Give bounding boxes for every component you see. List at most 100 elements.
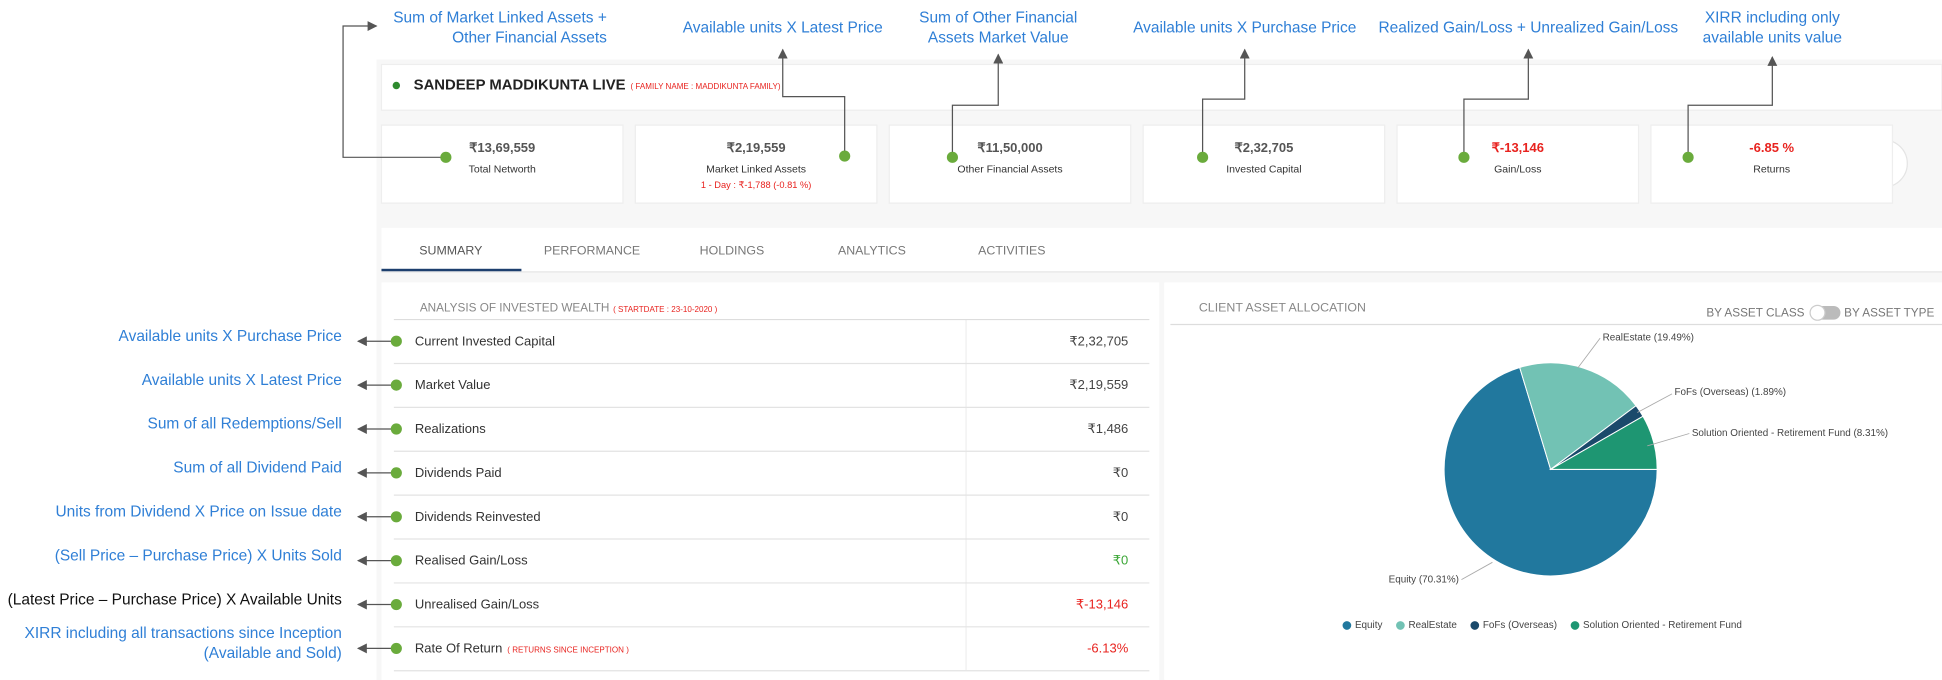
row-label: Market Value — [415, 377, 491, 392]
annotation-text: Available units X Latest Price — [142, 372, 342, 389]
card-value: ₹2,19,559 — [727, 140, 786, 155]
legend-entry[interactable]: Equity — [1355, 620, 1383, 631]
card-value: ₹-13,146 — [1492, 140, 1544, 155]
legend-swatch — [1570, 621, 1580, 630]
annotation-dot — [390, 379, 402, 391]
pie-slice[interactable] — [1443, 366, 1658, 577]
row-label: Rate Of Return — [415, 640, 502, 655]
annotation-text: (Latest Price – Purchase Price) X Availa… — [8, 591, 342, 608]
card-label: Total Networth — [469, 163, 536, 175]
annotation-dot — [390, 598, 402, 611]
annotation-text: XIRR including all transactions since In… — [25, 625, 342, 642]
annotation-text: Realized Gain/Loss + Unrealized Gain/Los… — [1379, 20, 1679, 37]
annotation-dot — [440, 151, 452, 163]
summary-card — [634, 124, 878, 204]
annotation-text: available units value — [1703, 30, 1842, 47]
slice-leader — [1647, 433, 1690, 447]
pie-slice[interactable] — [1519, 362, 1637, 471]
analysis-title: ANALYSIS OF INVESTED WEALTH — [420, 302, 610, 315]
annotation-arrow — [1687, 56, 1778, 158]
annotation-dot — [390, 511, 402, 523]
annotation-text: Sum of all Dividend Paid — [173, 460, 342, 477]
row-label: Dividends Reinvested — [415, 509, 541, 524]
card-label: Market Linked Assets — [706, 163, 806, 175]
annotation-text: (Sell Price – Purchase Price) X Units So… — [55, 547, 342, 564]
card-label: Invested Capital — [1226, 163, 1301, 175]
legend-swatch — [1470, 621, 1480, 630]
tab[interactable]: SUMMARY — [419, 244, 482, 258]
legend-entry[interactable]: Solution Oriented - Retirement Fund — [1583, 620, 1742, 631]
slice-label: FoFs (Overseas) (1.89%) — [1674, 387, 1786, 398]
annotation-text: Units from Dividend X Price on Issue dat… — [56, 504, 342, 521]
annotation-text: Assets Market Value — [928, 30, 1069, 47]
annotation-text: Available units X Latest Price — [683, 20, 883, 37]
row-label: Unrealised Gain/Loss — [415, 597, 540, 612]
family-name: ( FAMILY NAME : MADDIKUNTA FAMILY) — [631, 82, 781, 91]
legend-swatch — [1342, 621, 1352, 630]
annotation-dot — [839, 150, 851, 162]
legend-swatch — [1396, 621, 1405, 630]
card-value: ₹13,69,559 — [469, 140, 535, 155]
annotation-text: (Available and Sold) — [204, 645, 342, 662]
annotation-arrow — [777, 48, 846, 157]
card-note: 1 - Day : ₹-1,788 (-0.81 %) — [701, 180, 811, 190]
row-value: ₹0 — [1113, 465, 1129, 480]
summary-card — [1142, 124, 1386, 204]
slice-label: Equity (70.31%) — [1389, 574, 1459, 585]
card-value: ₹11,50,000 — [977, 140, 1042, 155]
annotation-text: Sum of all Redemptions/Sell — [148, 416, 342, 433]
analysis-panel — [381, 282, 1160, 680]
row-label: Realised Gain/Loss — [415, 553, 528, 568]
row-note: ( RETURNS SINCE INCEPTION ) — [507, 645, 629, 654]
toggle-right[interactable]: BY ASSET TYPE — [1844, 306, 1934, 319]
annotation-dot — [946, 151, 958, 163]
annotation-dot — [390, 555, 402, 567]
legend-entry[interactable]: FoFs (Overseas) — [1483, 620, 1557, 631]
annotation-arrow — [1201, 48, 1250, 158]
allocation-title: CLIENT ASSET ALLOCATION — [1199, 301, 1366, 315]
annotation-dot — [1458, 151, 1470, 163]
status-dot — [392, 81, 401, 90]
tab[interactable]: HOLDINGS — [700, 244, 765, 258]
pie-slice[interactable] — [1548, 415, 1658, 470]
analysis-start: ( STARTDATE : 23-10-2020 ) — [613, 305, 718, 314]
annotation-dot — [390, 467, 402, 479]
summary-card — [380, 124, 624, 204]
annotation-text: XIRR including only — [1705, 10, 1840, 27]
tab-active-underline — [381, 268, 522, 272]
row-label: Dividends Paid — [415, 465, 502, 480]
legend-entry[interactable]: RealEstate — [1408, 620, 1457, 631]
tab[interactable]: PERFORMANCE — [544, 244, 640, 258]
card-label: Returns — [1753, 163, 1790, 175]
annotation-arrow — [951, 53, 1004, 158]
header-bar — [380, 63, 1942, 111]
card-value: ₹2,32,705 — [1234, 140, 1293, 155]
client-name: SANDEEP MADDIKUNTA LIVE — [414, 77, 626, 93]
row-label: Realizations — [415, 421, 486, 436]
annotation-text: Other Financial Assets — [452, 30, 607, 47]
toggle-left[interactable]: BY ASSET CLASS — [1706, 306, 1804, 319]
tab[interactable]: ANALYTICS — [838, 244, 906, 258]
row-label: Current Invested Capital — [415, 333, 555, 348]
row-value: ₹1,486 — [1087, 421, 1128, 436]
row-value: ₹2,32,705 — [1069, 333, 1128, 348]
annotation-dot — [390, 642, 402, 654]
annotation-arrow — [342, 21, 446, 158]
summary-card — [888, 124, 1132, 204]
annotation-dot — [1682, 151, 1694, 163]
toggle-knob — [1809, 304, 1826, 321]
tab-bar — [381, 227, 1942, 273]
slice-leader — [1577, 337, 1601, 369]
tab[interactable]: ACTIVITIES — [978, 244, 1045, 258]
slice-leader — [1461, 561, 1493, 581]
row-value: -6.13% — [1087, 640, 1129, 655]
slice-label: Solution Oriented - Retirement Fund (8.3… — [1692, 428, 1888, 439]
annotation-text: Available units X Purchase Price — [1133, 20, 1356, 37]
annotation-dot — [390, 335, 402, 347]
row-value: ₹0 — [1113, 553, 1129, 568]
annotation-dot — [1197, 151, 1209, 163]
annotation-text: Sum of Market Linked Assets + — [393, 10, 607, 27]
card-label: Gain/Loss — [1494, 163, 1541, 175]
